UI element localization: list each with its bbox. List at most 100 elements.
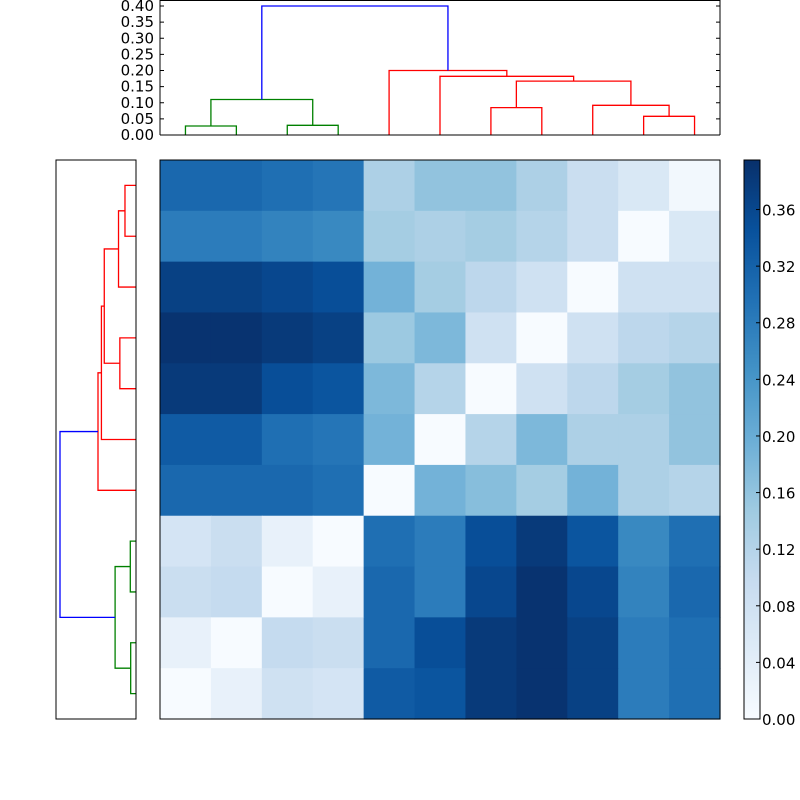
heatmap-cell [516, 210, 568, 263]
heatmap-cell [261, 464, 314, 517]
heatmap-cell [516, 312, 568, 364]
heatmap-cell [261, 566, 314, 618]
heatmap-cell [669, 414, 721, 466]
heatmap-cell [261, 210, 314, 263]
colorbar: 0.00 0.04 0.08 0.12 0.16 0.20 0.24 0.28 0.32 0.36 [743, 159, 795, 729]
colorbar-tick-label: 0.08 [762, 598, 795, 616]
heatmap-cell [261, 515, 314, 568]
top-dendrogram-ytick-label: 0.20 [121, 62, 154, 80]
heatmap-cell [261, 160, 314, 212]
heatmap-cell [312, 160, 365, 212]
heatmap-cell [465, 210, 517, 263]
heatmap [159, 159, 721, 720]
heatmap-cell [414, 414, 467, 466]
heatmap-cell [618, 414, 670, 466]
heatmap-cell [363, 515, 416, 568]
heatmap-cell [567, 566, 619, 618]
heatmap-cell [516, 261, 568, 314]
colorbar-tick-label: 0.12 [762, 541, 795, 559]
heatmap-cell [414, 617, 467, 669]
colorbar-tick-label: 0.16 [762, 485, 795, 503]
top-dendrogram-ytick-label: 0.00 [121, 126, 154, 144]
heatmap-cell [160, 566, 212, 618]
heatmap-cell [363, 566, 416, 618]
heatmap-cell [261, 363, 314, 415]
heatmap-cell [312, 668, 365, 720]
heatmap-cell [363, 464, 416, 517]
heatmap-cell [567, 617, 619, 669]
heatmap-cell [210, 515, 263, 568]
heatmap-cell [669, 261, 721, 314]
heatmap-cell [363, 261, 416, 314]
heatmap-cell [567, 515, 619, 568]
heatmap-cell [618, 160, 670, 212]
heatmap-cell [618, 617, 670, 669]
heatmap-cell [210, 566, 263, 618]
heatmap-cell [516, 515, 568, 568]
left-dendrogram [55, 159, 137, 720]
heatmap-cell [363, 668, 416, 720]
heatmap-cell [516, 464, 568, 517]
heatmap-cell [669, 464, 721, 517]
heatmap-cell [261, 668, 314, 720]
heatmap-cell [465, 668, 517, 720]
heatmap-cell [669, 312, 721, 364]
heatmap-cell [618, 261, 670, 314]
heatmap-cell [618, 566, 670, 618]
colorbar-tick-label: 0.28 [762, 315, 795, 333]
heatmap-cell [312, 515, 365, 568]
colorbar-tick-label: 0.00 [762, 711, 795, 729]
heatmap-cell [516, 414, 568, 466]
heatmap-cell [160, 617, 212, 669]
top-dendrogram-ytick-label: 0.25 [121, 45, 154, 63]
heatmap-cell [210, 414, 263, 466]
heatmap-cell [567, 414, 619, 466]
heatmap-cell [160, 414, 212, 466]
heatmap-cell [414, 515, 467, 568]
heatmap-cell [312, 261, 365, 314]
heatmap-cell [465, 261, 517, 314]
heatmap-cell [363, 312, 416, 364]
heatmap-cell [618, 464, 670, 517]
heatmap-cell [567, 312, 619, 364]
heatmap-cell [516, 160, 568, 212]
heatmap-cell [160, 312, 212, 364]
heatmap-cell [414, 464, 467, 517]
heatmap-cell [210, 617, 263, 669]
heatmap-cell [618, 210, 670, 263]
heatmap-cell [210, 160, 263, 212]
heatmap-cell [160, 210, 212, 263]
heatmap-cell [363, 414, 416, 466]
heatmap-cell [160, 363, 212, 415]
heatmap-cell [210, 464, 263, 517]
heatmap-cell [160, 515, 212, 568]
heatmap-cell [414, 566, 467, 618]
heatmap-cell [261, 414, 314, 466]
heatmap-cell [210, 261, 263, 314]
top-dendrogram-ytick-label: 0.05 [121, 110, 154, 128]
heatmap-cell [261, 312, 314, 364]
heatmap-cell [465, 617, 517, 669]
heatmap-cell [312, 363, 365, 415]
heatmap-cell [618, 668, 670, 720]
heatmap-cell [414, 363, 467, 415]
heatmap-cell [669, 617, 721, 669]
heatmap-cell [567, 668, 619, 720]
heatmap-cell [363, 363, 416, 415]
heatmap-cell [261, 617, 314, 669]
heatmap-cell [465, 363, 517, 415]
heatmap-cell [312, 566, 365, 618]
heatmap-cell [312, 617, 365, 669]
heatmap-cell [465, 414, 517, 466]
heatmap-cell [312, 312, 365, 364]
top-dendrogram-ytick-label: 0.35 [121, 13, 154, 31]
heatmap-cell [669, 668, 721, 720]
heatmap-cell [567, 160, 619, 212]
top-dendrogram: 0.000.050.100.150.200.250.300.350.40 [121, 0, 721, 144]
heatmap-cell [363, 160, 416, 212]
heatmap-cell [516, 566, 568, 618]
heatmap-cell [567, 464, 619, 517]
heatmap-cell [210, 210, 263, 263]
heatmap-cell [210, 668, 263, 720]
